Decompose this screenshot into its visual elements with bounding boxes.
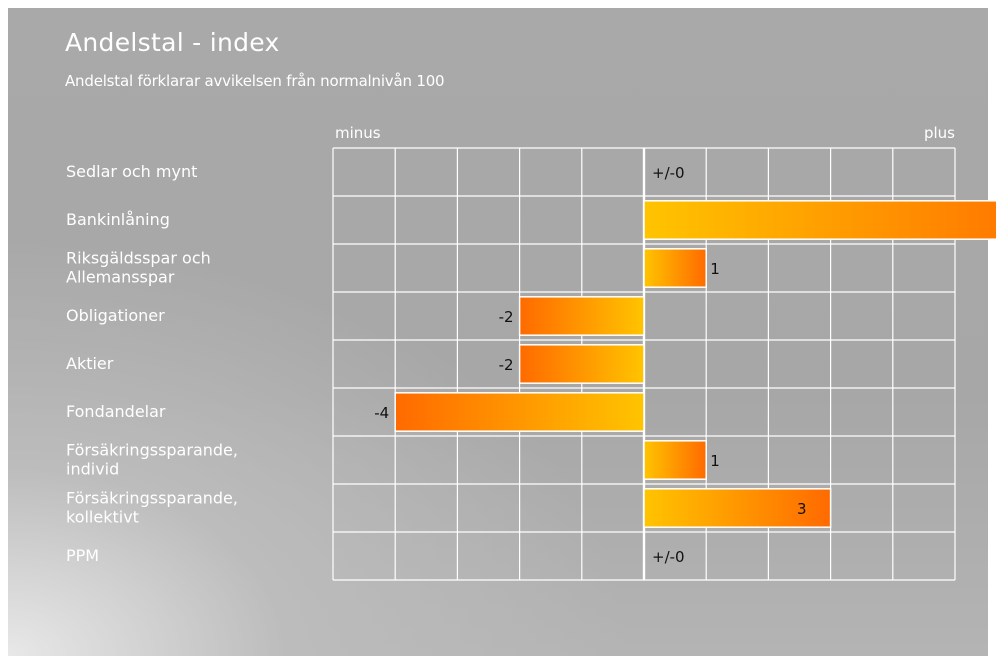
axis-label-minus: minus bbox=[335, 124, 381, 142]
value-label: -4 bbox=[374, 404, 389, 422]
category-label: Fondandelar bbox=[66, 402, 166, 421]
category-label: PPM bbox=[66, 546, 99, 565]
bar bbox=[643, 200, 996, 240]
value-label: -2 bbox=[499, 308, 514, 326]
value-label: 3 bbox=[797, 500, 807, 518]
axis-label-plus: plus bbox=[924, 124, 955, 142]
category-label: Bankinlåning bbox=[66, 210, 170, 229]
bar bbox=[643, 248, 707, 288]
chart-panel: Andelstal - index Andelstal förklarar av… bbox=[8, 8, 988, 656]
value-label: +/-0 bbox=[652, 548, 685, 566]
bar bbox=[643, 440, 707, 480]
value-label: +/-0 bbox=[652, 164, 685, 182]
value-label: -2 bbox=[499, 356, 514, 374]
chart-subtitle: Andelstal förklarar avvikelsen från norm… bbox=[65, 72, 445, 90]
category-label: Sedlar och mynt bbox=[66, 162, 197, 181]
category-label: Försäkringssparande, kollektivt bbox=[66, 489, 238, 527]
chart-bars bbox=[394, 200, 996, 528]
chart-title: Andelstal - index bbox=[65, 28, 280, 57]
category-label: Aktier bbox=[66, 354, 114, 373]
value-label: 1 bbox=[710, 452, 720, 470]
value-label: 1 bbox=[710, 260, 720, 278]
bar bbox=[394, 392, 645, 432]
category-label: Riksgäldsspar och Allemansspar bbox=[66, 249, 211, 287]
bar bbox=[518, 344, 645, 384]
chart-labels: minus plus Sedlar och mynt Bankinlåning Riks… bbox=[66, 124, 955, 566]
bar bbox=[643, 488, 832, 528]
category-label: Försäkringssparande, individ bbox=[66, 441, 238, 479]
bar bbox=[518, 296, 645, 336]
category-label: Obligationer bbox=[66, 306, 165, 325]
